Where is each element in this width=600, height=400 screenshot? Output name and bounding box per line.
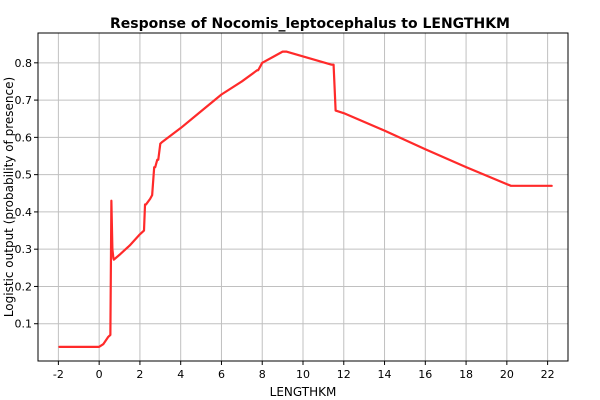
response-curve-line xyxy=(58,50,553,348)
x-tick-label: 20 xyxy=(500,368,514,381)
x-tick-label: 10 xyxy=(296,368,310,381)
x-tick-label: 16 xyxy=(418,368,432,381)
axis-ticks: -2 0 2 4 6 8 10 12 14 16 18 20 22 0.1 0.2 0.3 0.4 0.5 0.6 0… xyxy=(15,57,555,381)
y-tick-label: 0.7 xyxy=(15,94,33,107)
y-tick-label: 0.8 xyxy=(15,57,33,70)
y-tick-label: 0.3 xyxy=(15,243,33,256)
x-tick-label: 8 xyxy=(259,368,266,381)
x-tick-label: 14 xyxy=(378,368,392,381)
series-layer xyxy=(58,50,553,348)
y-tick-label: 0.4 xyxy=(15,206,33,219)
y-tick-label: 0.2 xyxy=(15,280,33,293)
y-tick-label: 0.1 xyxy=(15,318,33,331)
x-tick-label: 4 xyxy=(177,368,184,381)
plot-frame xyxy=(37,32,569,362)
x-tick-label: 18 xyxy=(459,368,473,381)
x-tick-label: -2 xyxy=(53,368,64,381)
x-tick-label: 12 xyxy=(337,368,351,381)
chart-title: Response of Nocomis_leptocephalus to LEN… xyxy=(110,16,510,32)
y-tick-label: 0.6 xyxy=(15,131,33,144)
y-axis-label: Logistic output (probability of presence… xyxy=(2,77,16,317)
x-tick-label: 2 xyxy=(136,368,143,381)
x-tick-label: 6 xyxy=(218,368,225,381)
x-tick-label: 0 xyxy=(96,368,103,381)
grid xyxy=(38,33,568,361)
x-axis-label: LENGTHKM xyxy=(270,385,337,399)
y-tick-label: 0.5 xyxy=(15,169,33,182)
x-tick-label: 22 xyxy=(541,368,555,381)
